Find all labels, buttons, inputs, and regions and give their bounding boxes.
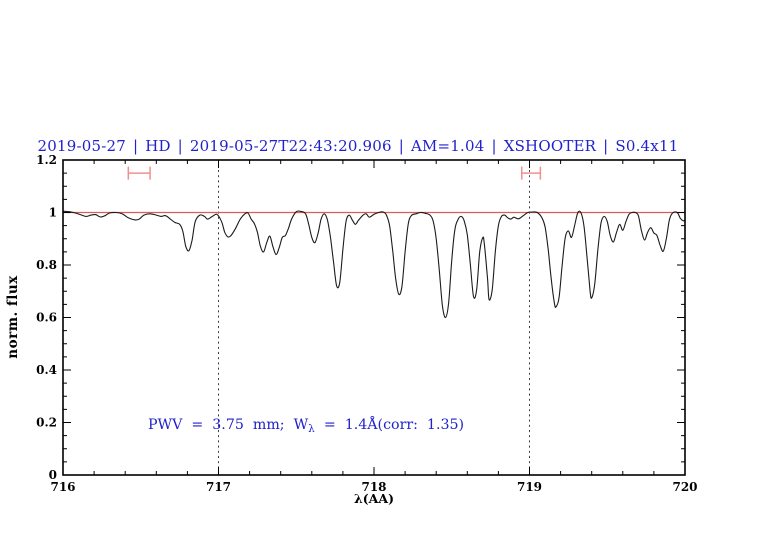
- x-tick-label: 717: [206, 480, 231, 494]
- y-tick-label: 0.2: [36, 416, 57, 430]
- y-tick-label: 0.4: [36, 363, 57, 377]
- y-axis-label: norm. flux: [5, 275, 21, 359]
- wavelength-range-marker: [127, 166, 151, 180]
- y-tick-label: 1.2: [36, 153, 57, 167]
- x-axis-label: λ(AA): [354, 491, 394, 506]
- pwv-annotation: PWV = 3.75 mm; Wλ = 1.4Å(corr: 1.35): [148, 415, 464, 435]
- pwv-annotation-main: PWV = 3.75 mm; W: [148, 417, 309, 433]
- x-tick-label: 718: [361, 480, 386, 494]
- y-tick-label: 0.8: [36, 258, 57, 272]
- x-tick-label: 720: [672, 480, 697, 494]
- x-tick-label: 716: [50, 480, 75, 494]
- wavelength-range-marker: [520, 166, 542, 180]
- spectrum-line: [62, 210, 686, 319]
- pwv-annotation-tail: = 1.4Å(corr: 1.35): [315, 415, 464, 433]
- plot-title: 2019-05-27 | HD | 2019-05-27T22:43:20.90…: [38, 137, 679, 155]
- y-tick-label: 0.6: [36, 311, 57, 325]
- pwv-annotation-subscript: λ: [308, 423, 315, 435]
- y-tick-label: 1: [49, 206, 57, 220]
- x-tick-label: 719: [517, 480, 542, 494]
- plot-layer: 716 717 718 719 720 0 0.2 0.4 0.6 0.8 1 1.2: [36, 153, 697, 494]
- y-tick-label: 0: [49, 468, 57, 482]
